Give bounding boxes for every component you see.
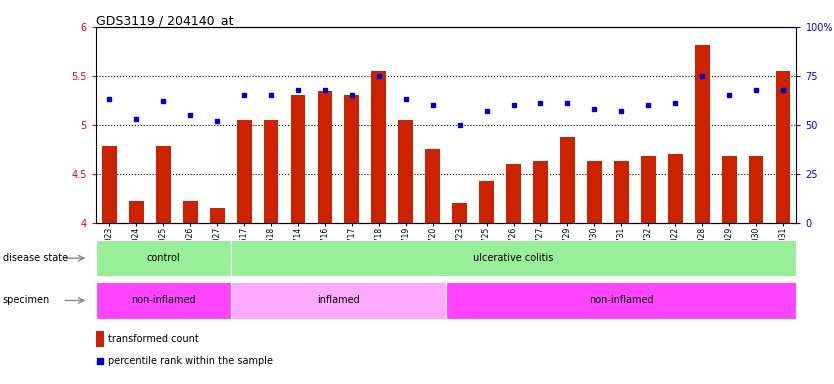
Bar bbox=[749, 156, 763, 223]
Bar bbox=[371, 71, 386, 223]
Bar bbox=[480, 180, 494, 223]
Text: control: control bbox=[147, 253, 180, 263]
Bar bbox=[446, 282, 796, 319]
Bar bbox=[264, 120, 279, 223]
Bar bbox=[776, 71, 791, 223]
Bar bbox=[533, 161, 548, 223]
Bar bbox=[614, 161, 629, 223]
Text: inflamed: inflamed bbox=[317, 295, 359, 306]
Text: GDS3119 / 204140_at: GDS3119 / 204140_at bbox=[96, 14, 234, 27]
Bar bbox=[318, 91, 332, 223]
Text: percentile rank within the sample: percentile rank within the sample bbox=[108, 356, 274, 366]
Bar bbox=[231, 240, 796, 276]
Bar bbox=[641, 156, 656, 223]
Bar bbox=[399, 120, 413, 223]
Bar bbox=[96, 331, 103, 347]
Bar bbox=[506, 164, 521, 223]
Bar bbox=[96, 240, 231, 276]
Text: non-inflamed: non-inflamed bbox=[131, 295, 196, 306]
Bar bbox=[587, 161, 602, 223]
Bar bbox=[129, 201, 143, 223]
Text: disease state: disease state bbox=[3, 253, 68, 263]
Bar bbox=[290, 96, 305, 223]
Text: transformed count: transformed count bbox=[108, 334, 199, 344]
Bar bbox=[96, 282, 231, 319]
Bar bbox=[210, 208, 224, 223]
Bar bbox=[156, 146, 171, 223]
Bar bbox=[452, 203, 467, 223]
Text: non-inflamed: non-inflamed bbox=[589, 295, 654, 306]
Bar bbox=[425, 149, 440, 223]
Text: ulcerative colitis: ulcerative colitis bbox=[474, 253, 554, 263]
Bar bbox=[721, 156, 736, 223]
Bar bbox=[237, 120, 252, 223]
Bar bbox=[183, 201, 198, 223]
Bar bbox=[695, 45, 710, 223]
Bar bbox=[231, 282, 446, 319]
Text: specimen: specimen bbox=[3, 295, 50, 306]
Bar bbox=[668, 154, 683, 223]
Bar bbox=[560, 137, 575, 223]
Bar bbox=[344, 96, 359, 223]
Bar bbox=[102, 146, 117, 223]
